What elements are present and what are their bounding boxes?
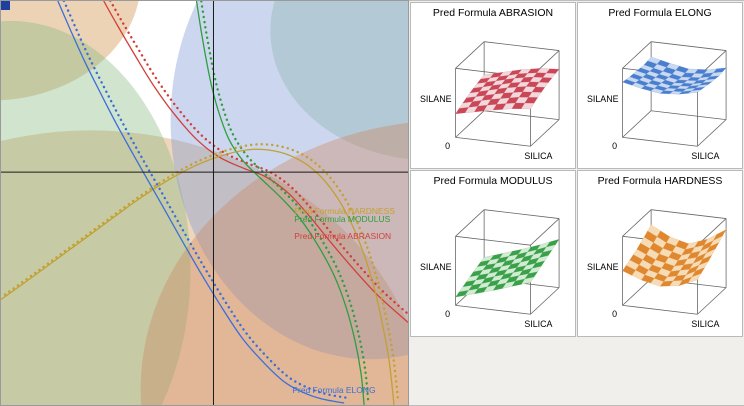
surface-cell-elong: Pred Formula ELONG 0 SILANE SILICA: [577, 2, 743, 169]
surface-plot-modulus[interactable]: 0 SILANE SILICA: [412, 187, 575, 331]
contour-region: [270, 1, 408, 159]
surface-mesh: [454, 239, 559, 298]
corner-handle[interactable]: [1, 1, 10, 10]
contour-curve-label-pred-formula-abrasion: Pred Formula ABRASION: [294, 231, 391, 241]
surface-title-abrasion: Pred Formula ABRASION: [432, 7, 554, 19]
contour-region: [140, 122, 408, 405]
contour-curve-pred-formula-abrasion: [103, 1, 408, 323]
surface-cell-abrasion: Pred Formula ABRASION 0 SILANE SILICA: [410, 2, 576, 169]
contour-region: [1, 20, 191, 405]
surface-cell-hardness: Pred Formula HARDNESS 0 SILANE SILICA: [577, 170, 743, 337]
silane-axis-label: SILANE: [420, 94, 452, 104]
contour-region: [1, 1, 139, 101]
contour-curve-label-pred-formula-elong: Pred Formula ELONG: [292, 385, 375, 395]
surface-title-elong: Pred Formula ELONG: [608, 7, 712, 19]
surface-cell-modulus: Pred Formula MODULUS 0 SILANE SILICA: [410, 170, 576, 337]
origin-tick-label: 0: [612, 309, 617, 319]
contour-plot[interactable]: Pred Formula ABRASION Pred Formula MODULU…: [1, 1, 408, 405]
contour-profiler-panel: Pred Formula ABRASION Pred Formula MODULU…: [0, 0, 409, 406]
contour-curves: [1, 1, 408, 405]
contour-curve-dots-pred-formula-modulus: [200, 1, 370, 402]
surface-mesh: [621, 56, 726, 95]
silica-axis-label: SILICA: [524, 319, 552, 329]
surface-mesh: [454, 68, 559, 115]
contour-regions: [1, 1, 408, 405]
silane-axis-label: SILANE: [587, 262, 619, 272]
surface-plot-hardness[interactable]: 0 SILANE SILICA: [579, 187, 742, 331]
surface-mesh: [621, 224, 726, 287]
surface-grid: Pred Formula ABRASION 0 SILANE SILICA Pred…: [409, 0, 744, 406]
origin-tick-label: 0: [612, 141, 617, 151]
origin-tick-label: 0: [445, 141, 450, 151]
contour-region: [170, 1, 408, 360]
contour-curve-label-pred-formula-hardness: Pred Formula HARDNESS: [294, 206, 395, 216]
contour-curve-dots-pred-formula-hardness: [3, 143, 400, 402]
surface-plot-abrasion[interactable]: 0 SILANE SILICA: [412, 19, 575, 163]
contour-curve-pred-formula-hardness: [1, 148, 395, 405]
surface-plot-elong[interactable]: 0 SILANE SILICA: [579, 19, 742, 163]
surface-title-hardness: Pred Formula HARDNESS: [597, 175, 723, 187]
silica-axis-label: SILICA: [691, 151, 719, 161]
origin-tick-label: 0: [445, 309, 450, 319]
silane-axis-label: SILANE: [587, 94, 619, 104]
silica-axis-label: SILICA: [524, 151, 552, 161]
contour-curve-pred-formula-elong: [57, 1, 345, 404]
contour-curve-pred-formula-modulus: [195, 1, 365, 405]
surface-title-modulus: Pred Formula MODULUS: [433, 175, 553, 187]
silica-axis-label: SILICA: [691, 319, 719, 329]
contour-curve-dots-pred-formula-abrasion: [109, 1, 408, 316]
silane-axis-label: SILANE: [420, 262, 452, 272]
contour-curve-label-pred-formula-modulus: Pred Formula MODULUS: [294, 214, 390, 224]
